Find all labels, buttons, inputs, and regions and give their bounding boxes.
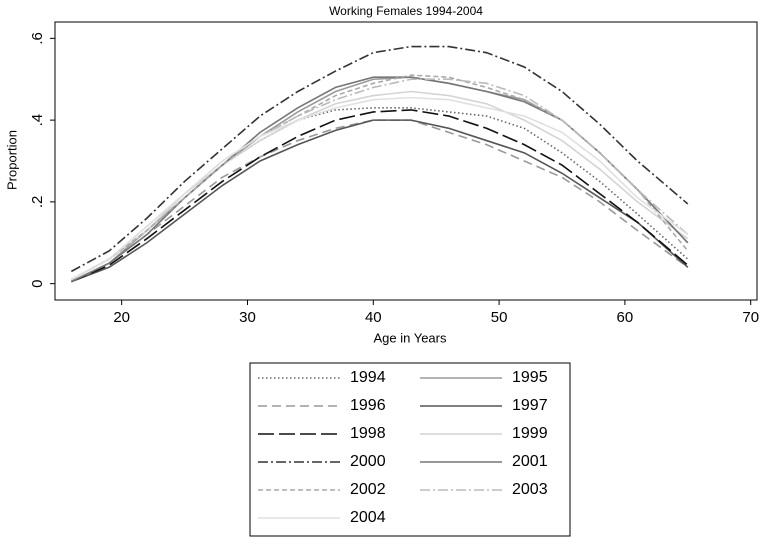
series-line xyxy=(70,107,689,281)
series-line xyxy=(71,119,689,283)
legend-label: 1997 xyxy=(512,397,548,414)
y-tick-label: 0 xyxy=(29,279,46,287)
legend-label: 1998 xyxy=(350,425,386,442)
legend-label: 2002 xyxy=(350,481,386,498)
x-tick-label: 40 xyxy=(365,309,382,326)
series-line xyxy=(71,109,689,283)
x-tick-label: 60 xyxy=(617,309,634,326)
y-tick-label: .4 xyxy=(29,114,46,127)
x-tick-label: 20 xyxy=(113,309,130,326)
legend-label: 2003 xyxy=(512,481,548,498)
legend-label: 1999 xyxy=(512,425,548,442)
series-line xyxy=(70,78,689,281)
legend-label: 1994 xyxy=(350,369,386,386)
x-axis-label: Age in Years xyxy=(373,330,447,345)
legend-label: 1995 xyxy=(512,369,548,386)
series-line xyxy=(70,74,689,281)
legend-label: 2000 xyxy=(350,453,386,470)
y-tick-label: .6 xyxy=(29,32,46,45)
x-tick-label: 70 xyxy=(742,309,759,326)
legend-label: 1996 xyxy=(350,397,386,414)
series-line xyxy=(71,119,689,283)
chart-title: Working Females 1994-2004 xyxy=(329,4,483,18)
y-tick-label: .2 xyxy=(29,196,46,209)
legend-box xyxy=(249,362,571,537)
series-line xyxy=(70,96,689,281)
legend-label: 2001 xyxy=(512,453,548,470)
plot-frame xyxy=(54,21,758,301)
x-tick-label: 50 xyxy=(491,309,508,326)
y-axis-label: Proportion xyxy=(4,130,19,190)
x-tick-label: 30 xyxy=(239,309,256,326)
series-line xyxy=(70,90,689,281)
legend-label: 2004 xyxy=(350,509,386,526)
series-line xyxy=(70,45,689,273)
